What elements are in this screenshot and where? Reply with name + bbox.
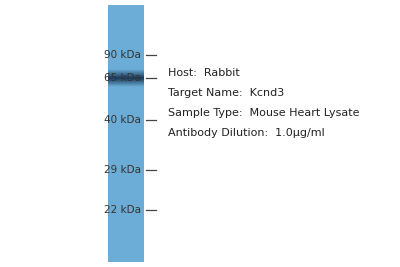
Text: 90 kDa: 90 kDa (104, 50, 141, 60)
Text: Antibody Dilution:  1.0μg/ml: Antibody Dilution: 1.0μg/ml (168, 128, 325, 138)
Text: Target Name:  Kcnd3: Target Name: Kcnd3 (168, 88, 284, 98)
Text: 40 kDa: 40 kDa (104, 115, 141, 125)
Text: 22 kDa: 22 kDa (104, 205, 141, 215)
Text: 29 kDa: 29 kDa (104, 165, 141, 175)
Text: Sample Type:  Mouse Heart Lysate: Sample Type: Mouse Heart Lysate (168, 108, 360, 118)
Text: 65 kDa: 65 kDa (104, 73, 141, 83)
Text: Host:  Rabbit: Host: Rabbit (168, 68, 240, 78)
